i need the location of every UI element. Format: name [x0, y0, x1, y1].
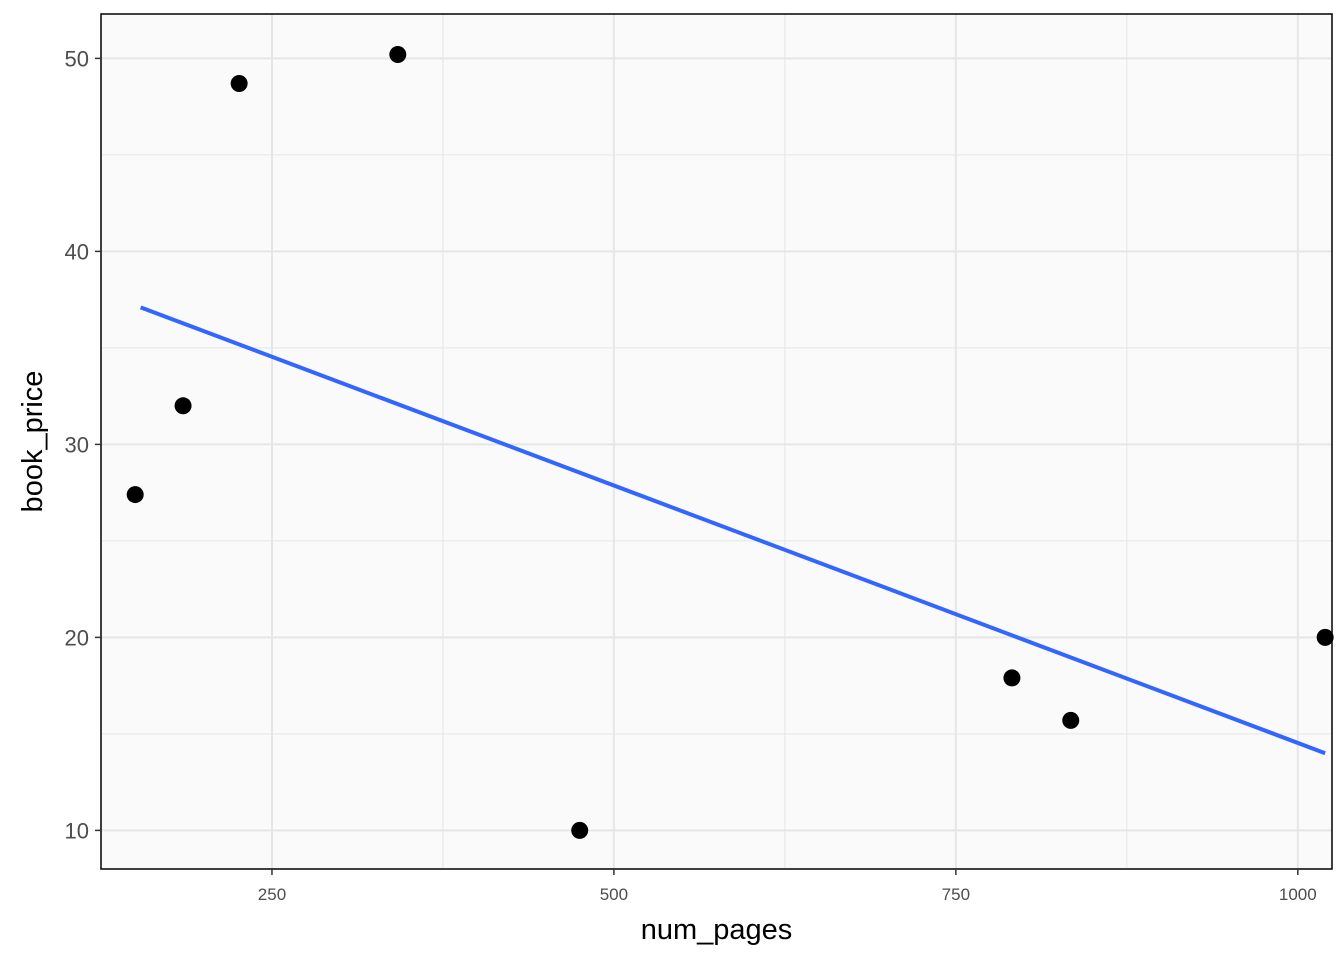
- y-axis-title: book_price: [17, 371, 49, 513]
- data-point: [230, 74, 248, 92]
- plot-frame: [100, 13, 1333, 870]
- data-point: [126, 486, 144, 504]
- x-tick-label: 500: [600, 885, 628, 904]
- data-point: [1316, 628, 1334, 646]
- y-tick-label: 50: [65, 46, 89, 71]
- plot-panel: [101, 14, 1332, 869]
- trend-line: [139, 305, 1326, 756]
- x-tick-label: 250: [258, 885, 286, 904]
- data-point: [571, 821, 589, 839]
- x-tick-label: 750: [942, 885, 970, 904]
- y-tick-label: 20: [65, 625, 89, 650]
- y-tick-label: 40: [65, 239, 89, 264]
- x-axis-title: num_pages: [641, 914, 793, 946]
- data-point: [1003, 669, 1021, 687]
- major-gridlines: [101, 14, 1332, 869]
- data-point: [1062, 711, 1080, 729]
- y-axis-ticks: 10 20 30 40 50: [65, 46, 101, 843]
- data-marks: [126, 46, 1334, 839]
- data-point: [389, 46, 407, 64]
- data-point: [174, 397, 192, 415]
- y-tick-label: 10: [65, 818, 89, 843]
- x-axis-ticks: 250 500 750 1000: [258, 869, 1317, 904]
- x-tick-label: 1000: [1279, 885, 1317, 904]
- minor-gridlines: [100, 14, 1332, 869]
- y-tick-label: 30: [65, 432, 89, 457]
